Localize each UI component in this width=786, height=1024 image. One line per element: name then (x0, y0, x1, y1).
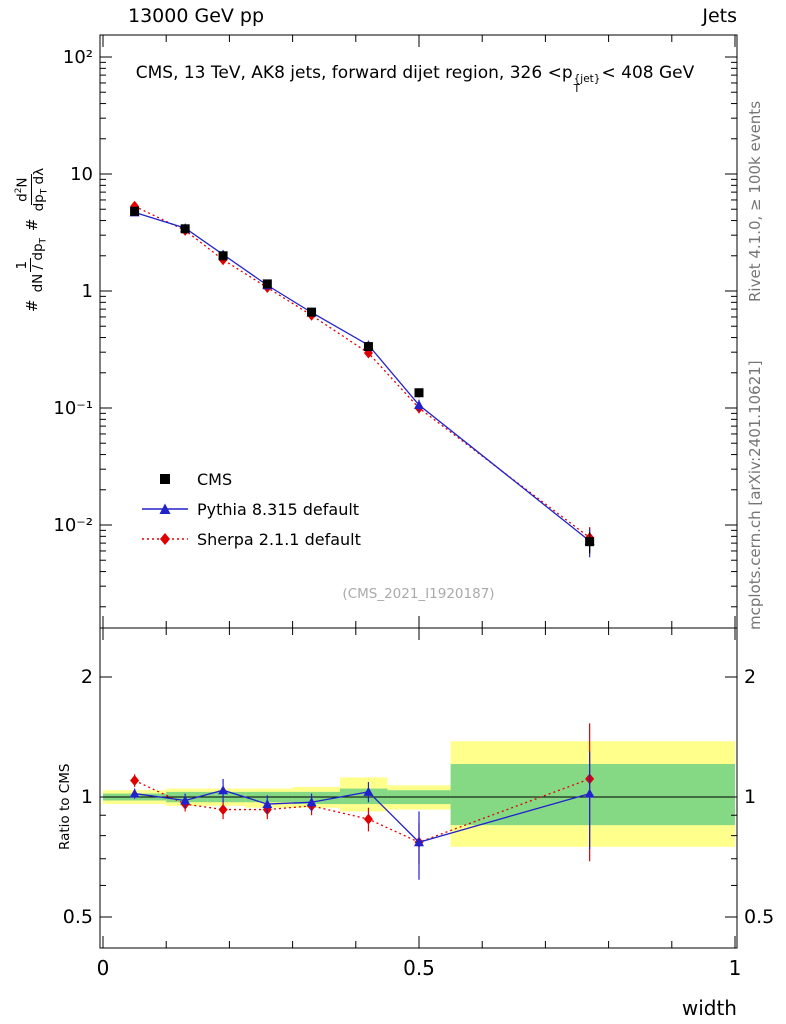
ylabel-frac1-numerator: 1 (14, 257, 32, 273)
svg-text:2: 2 (744, 666, 756, 688)
sherpa-marker-icon (142, 533, 188, 545)
pt-sup-sub-stack: {jet} T (573, 73, 601, 95)
analysis-group-label: Jets (702, 5, 737, 27)
svg-text:10⁻¹: 10⁻¹ (53, 398, 93, 419)
ylabel-frac2-den-post: dλ (31, 167, 48, 189)
ylabel-frac1-denominator: dN / dpT (30, 237, 49, 293)
legend-item-sherpa: Sherpa 2.1.1 default (142, 524, 361, 554)
ylabel-frac2-den-pre: dp (31, 194, 48, 212)
legend-label-cms: CMS (197, 469, 233, 489)
ratio-panel-series (129, 723, 595, 880)
x-axis-label: width (681, 996, 737, 1020)
main-panel-series (129, 200, 595, 558)
svg-text:1: 1 (81, 786, 93, 808)
cms-marker-icon (160, 474, 170, 484)
ylabel-hash-2: # (23, 218, 42, 231)
rivet-version-label: Rivet 4.1.0, ≥ 100k events (746, 100, 764, 302)
ylabel-frac1-den-text: dN / dp (30, 243, 47, 293)
ylabel-frac2-num-sup: 2 (14, 187, 24, 194)
plot-title-sub: T (573, 83, 581, 95)
ylabel-frac2-num-pre: d (14, 193, 31, 202)
axis-tick-labels: 10² 10 1 10⁻¹ 10⁻² 2 2 1 1 0.5 0.5 0 0.5 1 (53, 47, 774, 980)
svg-text:0: 0 (97, 956, 110, 980)
plot-title: CMS, 13 TeV, AK8 jets, forward dijet reg… (90, 63, 740, 94)
legend: CMS Pythia 8.315 default Sherpa 2.1.1 de… (142, 464, 361, 554)
svg-text:10: 10 (70, 164, 93, 185)
legend-label-pythia: Pythia 8.315 default (197, 499, 360, 519)
beam-energy-label: 13000 GeV pp (128, 5, 265, 27)
ylabel-frac2-denominator: dpT dλ (31, 167, 50, 212)
svg-text:0.5: 0.5 (744, 906, 774, 928)
axes-frames-and-ticks (99, 34, 738, 949)
pythia-triangle-glyph (159, 503, 171, 514)
svg-text:2: 2 (81, 666, 93, 688)
ylabel-fraction-2: d2N dpT dλ (14, 167, 50, 212)
plot-title-post: < 408 GeV (601, 63, 695, 83)
svg-text:10⁻²: 10⁻² (53, 515, 93, 536)
svg-text:0.5: 0.5 (63, 906, 93, 928)
y-axis-label-main: # 1 dN / dpT # d2N dpT dλ (14, 168, 50, 312)
ylabel-fraction-1: 1 dN / dpT (14, 237, 50, 293)
ylabel-frac2-num-post: N (14, 177, 31, 188)
ylabel-hash-1: # (23, 299, 42, 312)
cms-square-glyph (160, 474, 170, 484)
legend-label-sherpa: Sherpa 2.1.1 default (197, 529, 361, 549)
svg-text:0.5: 0.5 (403, 956, 435, 980)
plot-title-pre: CMS, 13 TeV, AK8 jets, forward dijet reg… (135, 63, 573, 83)
svg-text:1: 1 (744, 786, 756, 808)
y-axis-label-ratio: Ratio to CMS (57, 763, 73, 850)
ylabel-frac1-den-sub: T (38, 237, 49, 244)
ylabel-frac2-den-sub: T (39, 188, 50, 195)
svg-text:1: 1 (82, 281, 93, 302)
plot-title-sup: {jet} (573, 73, 601, 85)
mcplots-credit-label: mcplots.cern.ch [arXiv:2401.10621] (746, 360, 764, 630)
legend-item-cms: CMS (142, 464, 361, 494)
analysis-id-watermark: (CMS_2021_I1920187) (342, 586, 495, 602)
pythia-marker-icon (142, 503, 188, 514)
svg-text:10²: 10² (63, 47, 93, 68)
sherpa-diamond-glyph (160, 533, 170, 545)
svg-text:1: 1 (729, 956, 742, 980)
legend-item-pythia: Pythia 8.315 default (142, 494, 361, 524)
ylabel-frac2-numerator: d2N (14, 174, 33, 205)
